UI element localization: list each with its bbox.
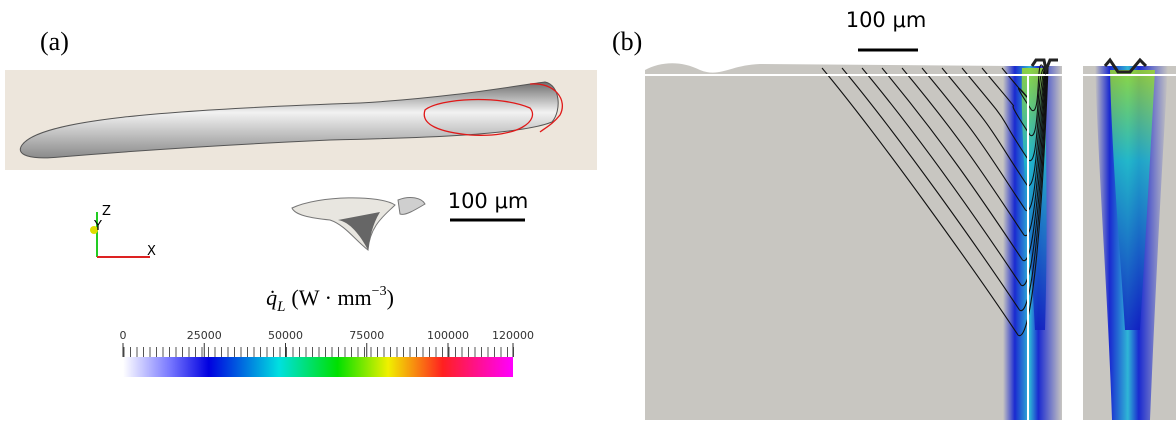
contour (921, 67, 1047, 212)
colorbar-tick-label: 0 (120, 329, 127, 342)
axis-label: X (147, 244, 156, 259)
panel-label: (b) (612, 27, 642, 56)
scale-bar-label: 100 μm (846, 8, 927, 32)
pool-shape (338, 212, 380, 250)
contour (881, 67, 1048, 262)
contour (841, 67, 1049, 312)
contour (861, 67, 1048, 287)
melt-pool (19, 81, 559, 159)
heat-core (1110, 70, 1155, 330)
contour (961, 67, 1046, 161)
axis-label: Z (102, 204, 111, 219)
contour (821, 67, 1049, 337)
pool-shape (291, 197, 396, 251)
cross-section (645, 63, 1062, 420)
pool-shape (397, 196, 426, 215)
panel-label: (a) (40, 27, 69, 56)
colorbar-tick-label: 25000 (187, 329, 222, 342)
axis-label: Y (93, 219, 102, 234)
contour (941, 67, 1046, 187)
temperature-contours (821, 64, 1049, 337)
scale-bar-label: 100 μm (448, 189, 529, 213)
colorbar-ticks: 0 25000 50000 75000 100000 120000 (120, 329, 534, 357)
contour (423, 98, 534, 136)
contour (1001, 64, 1045, 111)
keyhole-wall (1030, 58, 1058, 76)
colorbar-tick-label: 50000 (268, 329, 303, 342)
contour (981, 67, 1045, 136)
colorbar (123, 357, 513, 377)
colorbar-title: q̇L (W · mm−3) (266, 284, 394, 315)
keyhole-wall (1103, 57, 1148, 74)
axis-triad: Z Y X (90, 204, 156, 259)
colorbar-tick-label: 75000 (349, 329, 384, 342)
colorbar-tick-label: 100000 (427, 329, 469, 342)
colorbar-minor-ticks (123, 347, 514, 357)
colorbar-tick-label: 120000 (492, 329, 534, 342)
contour (901, 67, 1047, 237)
contour (529, 83, 563, 133)
